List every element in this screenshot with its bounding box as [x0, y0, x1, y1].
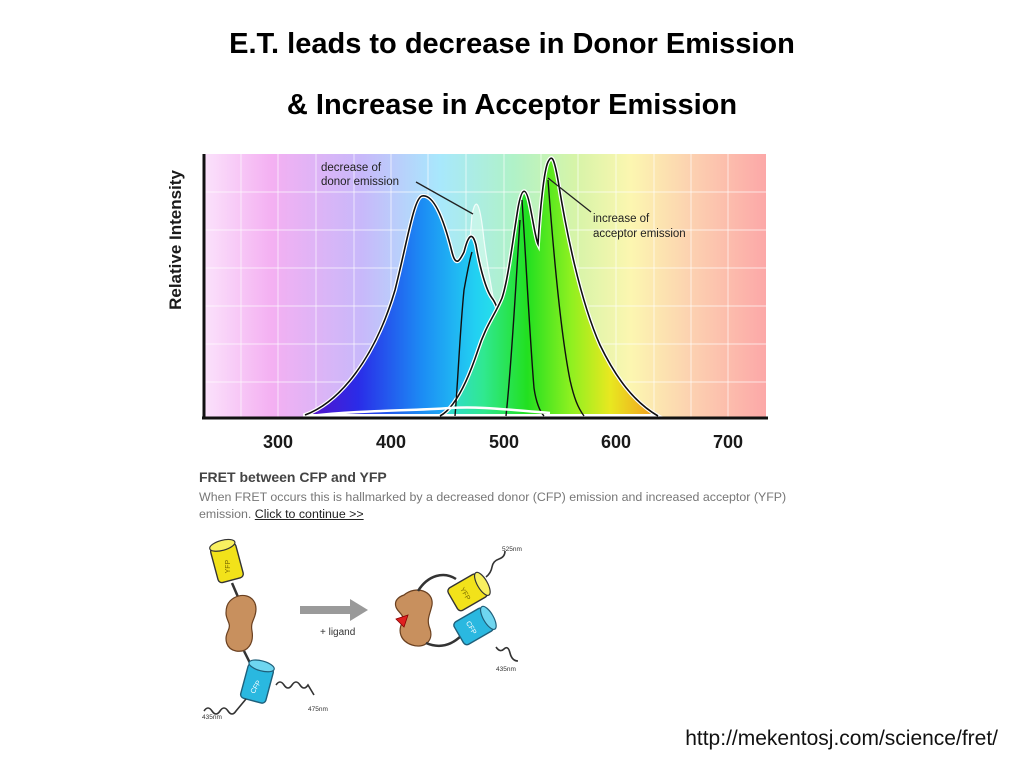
left-excitation-wave	[203, 698, 247, 715]
right-excitation-wave	[495, 646, 519, 662]
donor-annotation-leader	[415, 181, 474, 215]
caption-body: When FRET occurs this is hallmarked by a…	[199, 489, 789, 523]
x-tick-label: 700	[713, 432, 743, 452]
y-axis-label: Relative Intensity	[166, 170, 185, 310]
x-tick-labels: 300 400 500 600 700	[263, 432, 743, 452]
unbound-sensor: YFP CFP 435nm 475nm	[202, 538, 328, 721]
left-wavelength-in: 435nm	[202, 714, 222, 721]
x-tick-label: 400	[376, 432, 406, 452]
x-tick-label: 600	[601, 432, 631, 452]
left-yfp-label: YFP	[225, 559, 232, 573]
donor-annotation-line-1: decrease of	[321, 162, 382, 174]
emission-spectrum-figure: Relative Intensity 300 400 500 600 700 d…	[150, 140, 790, 460]
fret-mechanism-illustration: YFP CFP 435nm 475nm + ligand	[190, 535, 550, 725]
caption-body-text: When FRET occurs this is hallmarked by a…	[199, 490, 787, 521]
ligand-arrow: + ligand	[300, 599, 368, 638]
caption-heading: FRET between CFP and YFP	[199, 469, 387, 485]
acceptor-annotation-leader	[547, 177, 592, 213]
left-wavelength-out: 475nm	[308, 706, 328, 713]
donor-annotation-line-2: donor emission	[321, 176, 399, 188]
fret-caption: FRET between CFP and YFP When FRET occur…	[199, 469, 789, 523]
right-binding-protein	[394, 589, 433, 647]
x-tick-label: 500	[489, 432, 519, 452]
source-url[interactable]: http://mekentosj.com/science/fret/	[685, 727, 998, 750]
acceptor-annotation-line-2: acceptor emission	[593, 228, 686, 240]
x-tick-label: 300	[263, 432, 293, 452]
ligand-triangle	[395, 614, 409, 628]
left-binding-protein	[225, 594, 257, 652]
left-emission-wave	[275, 681, 315, 696]
bound-sensor: YFP CFP 525nm 435nm	[394, 546, 522, 673]
right-wavelength-in: 435nm	[496, 666, 516, 673]
acceptor-annotation-line-1: increase of	[593, 213, 650, 225]
click-to-continue-link[interactable]: Click to continue >>	[254, 507, 364, 521]
right-emission-wave	[485, 550, 506, 578]
slide-title-line-1: E.T. leads to decrease in Donor Emission	[229, 28, 795, 60]
slide-title-line-2: & Increase in Acceptor Emission	[286, 89, 738, 121]
right-wavelength-out: 525nm	[502, 546, 522, 553]
arrow-label: + ligand	[320, 627, 355, 638]
